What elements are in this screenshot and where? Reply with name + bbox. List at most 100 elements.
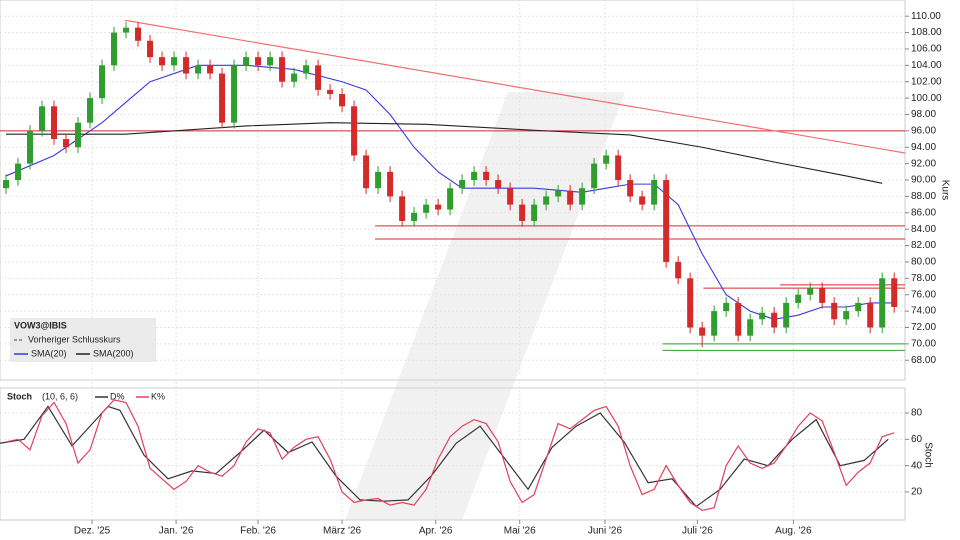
y-tick-label: 90.00: [911, 175, 936, 186]
candle-body: [267, 57, 274, 66]
candle-body: [303, 65, 310, 74]
candle-body: [591, 163, 598, 189]
watermark: [345, 92, 625, 520]
candle-body: [615, 155, 622, 181]
x-tick-label: Mai '26: [504, 526, 536, 537]
y-tick-label: 110.00: [911, 11, 941, 22]
x-tick-label: Apr. '26: [419, 526, 453, 537]
candle-body: [663, 180, 670, 262]
legend-label: K%: [151, 391, 165, 401]
candle-body: [783, 302, 790, 328]
candle-body: [855, 302, 862, 312]
y-tick-label: 106.00: [911, 44, 942, 55]
y-tick-label: 78.00: [911, 273, 936, 284]
y-tick-label: 82.00: [911, 240, 936, 251]
stoch-params: (10, 6, 6): [42, 391, 78, 401]
x-tick-label: Juli '26: [682, 526, 713, 537]
trend-line: [124, 19, 906, 154]
candle-body: [435, 204, 442, 210]
candle-body: [555, 190, 562, 197]
y-tick-label: 60: [911, 434, 923, 445]
candle-body: [627, 180, 634, 197]
candle-body: [87, 98, 94, 123]
x-tick-label: Feb. '26: [240, 526, 276, 537]
candle-body: [459, 180, 466, 189]
candle-body: [255, 57, 262, 66]
y-tick-label: 96.00: [911, 126, 936, 137]
candle-body: [291, 73, 298, 82]
candle-body: [3, 180, 10, 189]
y-tick-label: 80: [911, 408, 923, 419]
y-tick-label: 40: [911, 460, 923, 471]
candle-body: [243, 57, 250, 66]
x-tick-label: Aug. '26: [775, 526, 812, 537]
candle-body: [363, 155, 370, 189]
candle-body: [831, 302, 838, 320]
candle-body: [207, 65, 214, 74]
y-tick-label: 80.00: [911, 257, 936, 268]
candle-body: [507, 188, 514, 205]
candle-body: [339, 94, 346, 107]
candle-body: [519, 204, 526, 221]
y-tick-label: 72.00: [911, 322, 936, 333]
candle-body: [543, 196, 550, 205]
candle-body: [531, 204, 538, 221]
x-tick-label: Dez. '25: [74, 526, 111, 537]
candle-body: [567, 190, 574, 205]
y-tick-label: 98.00: [911, 109, 936, 120]
candle-body: [807, 288, 814, 295]
candle-body: [483, 171, 490, 181]
y-tick-label: 102.00: [911, 76, 942, 87]
moving-average: [5, 64, 895, 320]
candle-body: [699, 327, 706, 336]
plot-layer: 68.00 70.00 72.00 74.00 76.00 78.00 80.00 82.00…: [0, 0, 942, 537]
y-tick-label: 74.00: [911, 306, 936, 317]
candle-body: [819, 288, 826, 303]
y-tick-label: 88.00: [911, 191, 936, 202]
x-tick-label: Jan. '26: [159, 526, 194, 537]
candle-body: [171, 57, 178, 66]
legend-label: Vorheriger Schlusskurs: [28, 334, 121, 344]
candle-body: [891, 278, 898, 308]
candle-body: [723, 302, 730, 312]
y-axis-title: Kurs: [939, 180, 950, 201]
y-tick-label: 68.00: [911, 355, 936, 366]
candle-body: [99, 65, 106, 99]
candle-body: [135, 27, 142, 41]
y-tick-label: 70.00: [911, 339, 936, 350]
candle-body: [15, 163, 22, 181]
candle-body: [651, 180, 658, 205]
candle-body: [687, 278, 694, 328]
candle-body: [147, 40, 154, 58]
legend-label: SMA(200): [93, 348, 134, 358]
candle-body: [579, 188, 586, 205]
moving-average: [6, 122, 883, 184]
y-tick-label: 100.00: [911, 93, 942, 104]
stoch-line: [5, 399, 895, 512]
candle-body: [879, 278, 886, 328]
candle-body: [735, 302, 742, 336]
candle-body: [183, 57, 190, 74]
candle-body: [123, 27, 130, 33]
y-tick-label: 84.00: [911, 224, 936, 235]
candle-body: [159, 57, 166, 66]
y-tick-label: 94.00: [911, 142, 936, 153]
candle-body: [279, 57, 286, 82]
stoch-panel: [0, 387, 906, 521]
x-tick-label: Juni '26: [588, 526, 623, 537]
candle-body: [495, 180, 502, 189]
candle-body: [387, 171, 394, 197]
candle-body: [447, 188, 454, 210]
candle-body: [423, 204, 430, 213]
candle-body: [759, 312, 766, 320]
y-tick-label: 92.00: [911, 158, 936, 169]
candle-body: [747, 319, 754, 336]
candle-body: [63, 139, 70, 148]
candle-body: [675, 261, 682, 279]
candle-body: [315, 65, 322, 90]
y-tick-label: 20: [911, 487, 923, 498]
candle-body: [795, 294, 802, 303]
candle-body: [399, 196, 406, 221]
candle-body: [843, 311, 850, 320]
